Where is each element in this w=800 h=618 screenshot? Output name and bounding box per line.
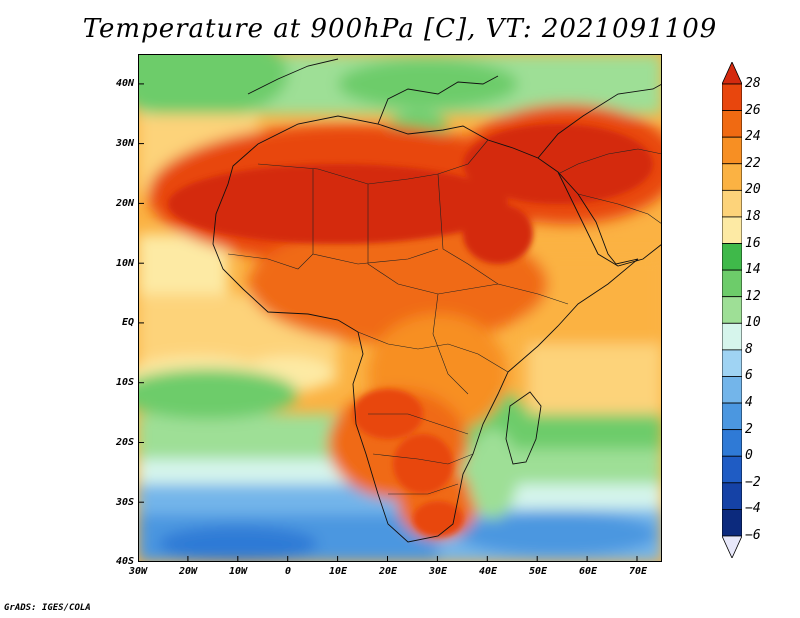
lon-label-10w: 10W	[228, 566, 248, 577]
colorbar-swatch	[722, 402, 742, 431]
lon-label-0: 0	[284, 566, 292, 577]
lat-label-eq: EQ	[121, 317, 134, 328]
colorbar-swatch	[722, 349, 742, 377]
colorbar-label: 4	[745, 395, 753, 411]
lon-label-20w: 20W	[178, 566, 198, 577]
colorbar-label: 26	[745, 102, 761, 118]
country-borders	[227, 139, 662, 495]
colorbar-label: 20	[745, 182, 761, 198]
lat-label-40n: 40N	[115, 78, 134, 89]
colorbar-swatch	[722, 296, 742, 324]
lon-label-60e: 60E	[578, 566, 598, 577]
credit-text: GrADS: IGES/COLA	[4, 603, 91, 613]
lat-label-20n: 20N	[115, 198, 134, 209]
lat-label-40s: 40S	[115, 556, 134, 567]
colorbar-label: 12	[745, 288, 761, 304]
colorbar-swatch	[722, 83, 742, 111]
coastlines	[212, 58, 662, 543]
colorbar-label: 6	[745, 368, 753, 384]
colorbar-swatch	[722, 136, 742, 165]
colorbar-label: −4	[745, 501, 761, 517]
colorbar-swatch	[722, 269, 742, 298]
colorbar-swatch	[722, 189, 742, 218]
colorbar-label: 8	[745, 341, 753, 357]
colorbar-swatch	[722, 62, 742, 85]
colorbar-label: 2	[745, 421, 753, 437]
axis-ticks	[138, 83, 638, 562]
lon-label-50e: 50E	[528, 566, 548, 577]
colorbar-label: 18	[745, 208, 761, 224]
colorbar-swatch	[722, 535, 742, 558]
lat-label-10n: 10N	[115, 258, 134, 269]
colorbar-swatch	[722, 376, 742, 404]
colorbar-swatch	[722, 455, 742, 484]
map-title: Temperature at 900hPa [C], VT: 202109110…	[82, 14, 718, 44]
colorbar-label: −6	[745, 528, 761, 543]
colorbar-swatch	[722, 110, 742, 138]
temperature-map	[138, 54, 662, 562]
lon-label-70e: 70E	[628, 566, 648, 577]
lat-label-30s: 30S	[115, 497, 134, 508]
colorbar-label: 24	[745, 129, 761, 145]
colorbar-swatch	[722, 482, 742, 510]
lat-label-20s: 20S	[115, 437, 134, 448]
lon-label-30e: 30E	[428, 566, 448, 577]
colorbar-swatch	[722, 322, 742, 351]
colorbar-label: −2	[745, 474, 761, 490]
colorbar	[722, 62, 742, 558]
lon-label-20e: 20E	[378, 566, 398, 577]
colorbar-label: 28	[745, 76, 761, 91]
colorbar-label: 0	[745, 448, 753, 464]
colorbar-label: 10	[745, 315, 761, 331]
lon-label-10e: 10E	[328, 566, 348, 577]
colorbar-label: 16	[745, 235, 761, 251]
colorbar-label: 22	[745, 155, 761, 171]
colorbar-swatch	[722, 429, 742, 457]
lat-label-30n: 30N	[115, 138, 134, 149]
lon-label-30w: 30W	[128, 566, 148, 577]
colorbar-swatch	[722, 509, 742, 537]
colorbar-swatch	[722, 243, 742, 271]
colorbar-swatch	[722, 216, 742, 244]
colorbar-swatch	[722, 163, 742, 191]
lon-label-40e: 40E	[478, 566, 498, 577]
lat-label-10s: 10S	[115, 377, 134, 388]
colorbar-label: 14	[745, 262, 761, 278]
